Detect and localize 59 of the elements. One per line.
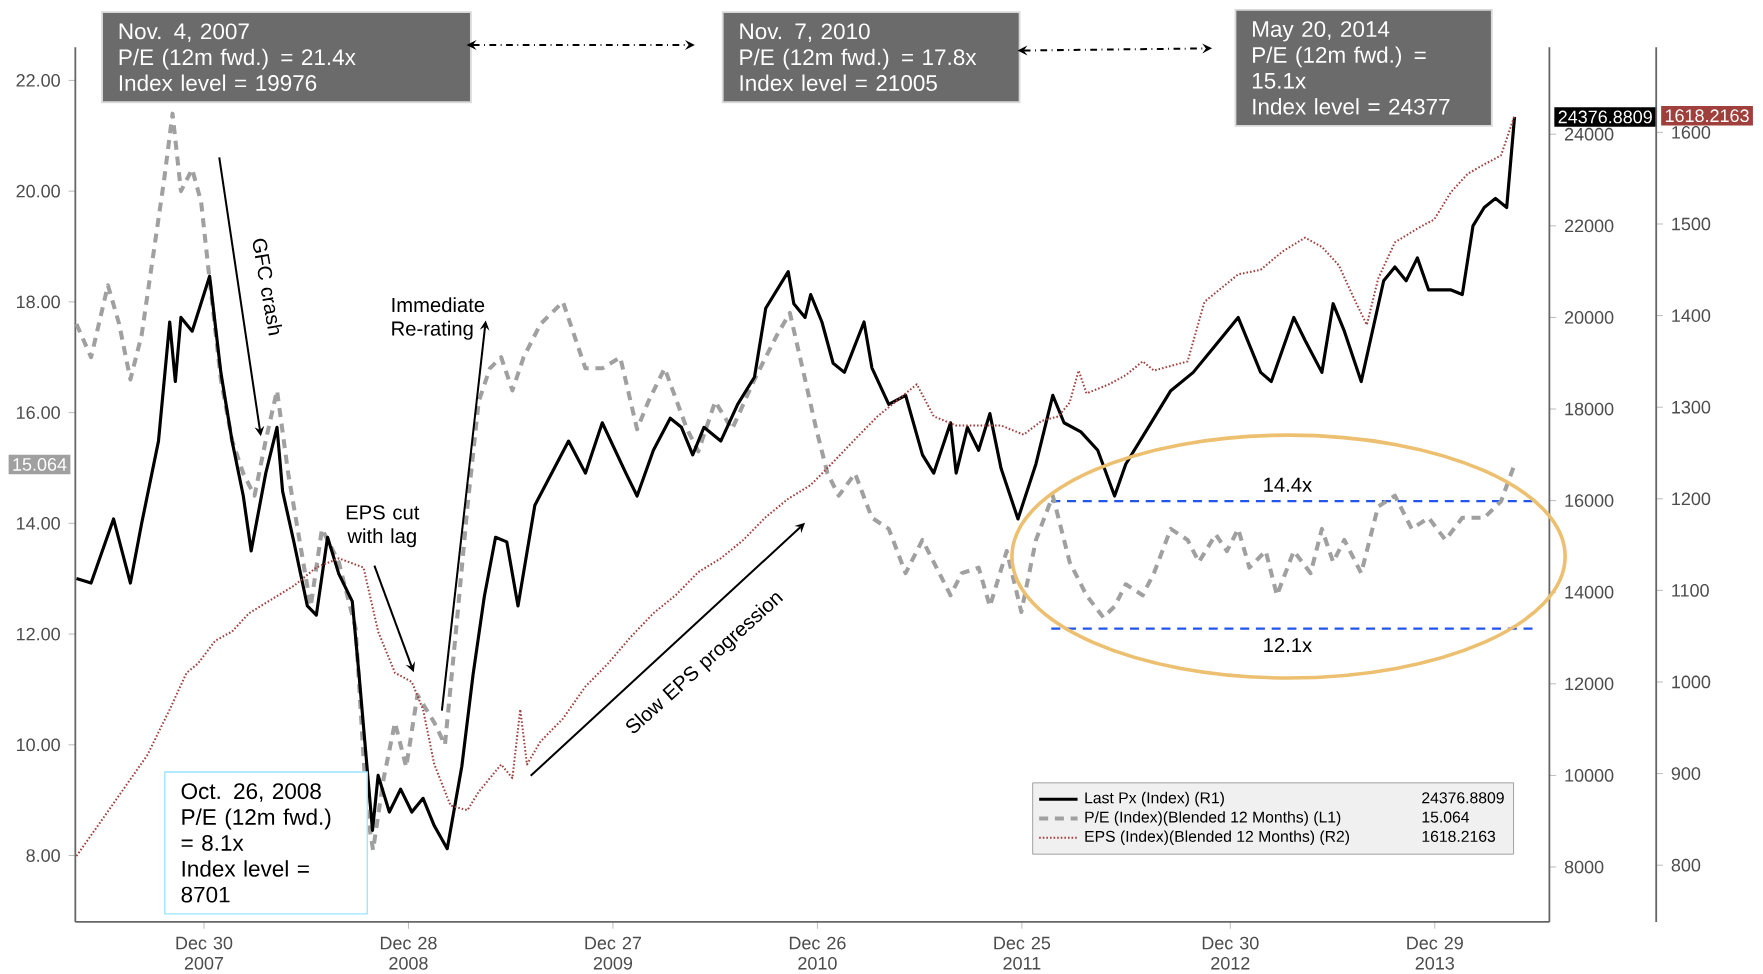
y-tick-label: 20.00 — [16, 184, 60, 198]
y3-tick-label: 800 — [1671, 858, 1701, 872]
y2-tick-label: 14000 — [1565, 586, 1614, 599]
annotation: Index level = 8701 — [181, 860, 309, 903]
annotation: Index level = 19976 — [119, 74, 317, 92]
annotation: 1618.2163 — [1422, 830, 1496, 843]
y-tick-label: 14.00 — [17, 517, 60, 530]
x-tick-label: Dec 30 2007 — [176, 936, 233, 970]
y2-tick-label: 22000 — [1565, 219, 1614, 233]
y-tick-label: 22.00 — [16, 74, 60, 87]
ref-line-label: 12.1x — [1264, 638, 1312, 653]
y3-tick-label: 1300 — [1672, 400, 1711, 414]
legend-label: Last Px (Index) (R1) — [1085, 792, 1224, 807]
annotation: P/E (12m fwd.) = 8.1x — [181, 808, 331, 852]
text: May 20, 2014 — [1253, 21, 1390, 42]
x-tick-label: Dec 27 2009 — [585, 936, 642, 970]
annotation: P/E (12m fwd.) = 15.1x — [1252, 46, 1426, 89]
legend-label: EPS (Index)(Blended 12 Months) (R2) — [1085, 830, 1350, 846]
y3-tick-label: 900 — [1671, 767, 1701, 781]
y3-tick-label: 1500 — [1672, 217, 1711, 231]
annotation: EPS cut with lag — [346, 505, 420, 548]
y-tick-label: 10.00 — [17, 738, 60, 752]
x-tick-label: Dec 26 2010 — [789, 936, 846, 970]
y3-tick-label: 1200 — [1672, 492, 1711, 506]
y2-tick-label: 12000 — [1565, 677, 1614, 691]
x-tick-label: Dec 29 2013 — [1407, 936, 1463, 970]
y3-tick-label: 1400 — [1672, 309, 1711, 323]
annotation: Index level = 24377 — [1253, 98, 1450, 115]
legend-label: P/E (Index)(Blended 12 Months) (L1) — [1085, 811, 1341, 826]
y2-tick-label: 18000 — [1565, 402, 1614, 416]
annotation: Immediate Re-rating — [392, 297, 485, 340]
text: Nov. 7, 2010 — [740, 23, 870, 43]
y-tick-label: 12.00 — [17, 627, 60, 641]
y3-tick-label: 1100 — [1672, 584, 1709, 597]
y2-tick-label: 20000 — [1565, 311, 1614, 324]
annotation: 15.064 — [1422, 811, 1470, 823]
y2-tick-label: 24000 — [1565, 128, 1614, 141]
y2-tick-label: 10000 — [1565, 769, 1614, 782]
annotation: GFC crash — [252, 239, 283, 336]
y-tick-label: 18.00 — [17, 295, 60, 309]
x-tick-label: Dec 25 2011 — [994, 936, 1051, 970]
y-tick-label: 8.00 — [26, 849, 60, 863]
annotation: Index level = 21005 — [740, 74, 937, 92]
text: 1618.2163 — [1665, 109, 1749, 123]
y3-tick-label: 1000 — [1672, 675, 1711, 689]
y-tick-label: 16.00 — [17, 406, 60, 420]
annotation: Oct. 26, 2008 — [181, 783, 321, 802]
text: Nov. 4, 2007 — [119, 23, 249, 43]
annotation: 24376.8809 — [1422, 792, 1504, 804]
annotation: P/E (12m fwd.) = 17.8x — [740, 48, 977, 70]
x-tick-label: Dec 30 2012 — [1202, 936, 1259, 970]
y3-tick-label: 1600 — [1672, 126, 1711, 139]
ref-line-label: 14.4x — [1264, 477, 1312, 492]
y2-tick-label: 8000 — [1564, 860, 1604, 874]
text: 15.064 — [13, 458, 67, 471]
y2-tick-label: 16000 — [1565, 494, 1614, 508]
text: 24376.8809 — [1558, 110, 1652, 124]
x-tick-label: Dec 28 2008 — [380, 936, 437, 970]
annotation: P/E (12m fwd.) = 21.4x — [119, 48, 356, 70]
